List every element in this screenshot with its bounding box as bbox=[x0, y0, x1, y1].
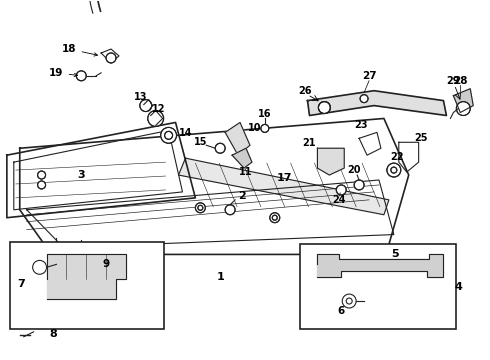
Circle shape bbox=[33, 260, 47, 274]
Polygon shape bbox=[318, 255, 443, 277]
Circle shape bbox=[336, 185, 346, 195]
Text: 11: 11 bbox=[239, 167, 253, 177]
Circle shape bbox=[342, 294, 356, 308]
Circle shape bbox=[148, 111, 164, 126]
Circle shape bbox=[387, 163, 401, 177]
Circle shape bbox=[198, 205, 203, 210]
Polygon shape bbox=[178, 158, 389, 215]
Text: 28: 28 bbox=[453, 76, 467, 86]
Text: 1: 1 bbox=[216, 272, 224, 282]
Polygon shape bbox=[225, 122, 250, 155]
Text: 2: 2 bbox=[238, 191, 246, 201]
Circle shape bbox=[215, 143, 225, 153]
Text: 21: 21 bbox=[303, 138, 316, 148]
Text: 9: 9 bbox=[102, 259, 110, 269]
Text: 22: 22 bbox=[390, 152, 404, 162]
Circle shape bbox=[225, 205, 235, 215]
Text: 17: 17 bbox=[277, 173, 293, 183]
FancyBboxPatch shape bbox=[10, 242, 164, 329]
Text: 23: 23 bbox=[354, 121, 368, 130]
Circle shape bbox=[76, 71, 86, 81]
Circle shape bbox=[318, 102, 330, 113]
Text: 27: 27 bbox=[362, 71, 376, 81]
Text: 13: 13 bbox=[134, 92, 147, 102]
Text: 4: 4 bbox=[454, 282, 462, 292]
Text: 10: 10 bbox=[248, 123, 262, 134]
Text: 19: 19 bbox=[49, 68, 77, 78]
Circle shape bbox=[354, 180, 364, 190]
Text: 12: 12 bbox=[152, 104, 166, 113]
Polygon shape bbox=[453, 89, 473, 113]
Circle shape bbox=[140, 100, 152, 112]
Circle shape bbox=[318, 102, 330, 113]
Text: 3: 3 bbox=[77, 170, 85, 180]
Text: 15: 15 bbox=[194, 137, 207, 147]
Circle shape bbox=[270, 213, 280, 223]
Circle shape bbox=[369, 252, 379, 262]
Text: 20: 20 bbox=[347, 165, 361, 175]
Circle shape bbox=[106, 53, 116, 63]
Text: 6: 6 bbox=[338, 306, 345, 316]
Text: 5: 5 bbox=[391, 249, 399, 260]
Circle shape bbox=[165, 131, 172, 139]
Text: 14: 14 bbox=[179, 129, 192, 138]
Circle shape bbox=[346, 298, 352, 304]
Polygon shape bbox=[232, 148, 252, 168]
Text: 8: 8 bbox=[49, 329, 57, 339]
Text: 26: 26 bbox=[298, 86, 311, 96]
Circle shape bbox=[360, 95, 368, 103]
Circle shape bbox=[456, 102, 470, 116]
Text: 18: 18 bbox=[62, 44, 98, 56]
Text: 7: 7 bbox=[17, 279, 24, 289]
Circle shape bbox=[391, 167, 397, 173]
Circle shape bbox=[38, 181, 46, 189]
Polygon shape bbox=[318, 148, 344, 175]
Text: 24: 24 bbox=[333, 195, 346, 205]
Polygon shape bbox=[47, 255, 126, 299]
Circle shape bbox=[261, 125, 269, 132]
Circle shape bbox=[196, 203, 205, 213]
Circle shape bbox=[161, 127, 176, 143]
Circle shape bbox=[38, 171, 46, 179]
FancyBboxPatch shape bbox=[299, 244, 456, 329]
Text: 16: 16 bbox=[258, 108, 271, 118]
Circle shape bbox=[272, 215, 277, 220]
Text: 29: 29 bbox=[446, 76, 460, 86]
Polygon shape bbox=[308, 91, 446, 116]
Text: 25: 25 bbox=[414, 133, 427, 143]
